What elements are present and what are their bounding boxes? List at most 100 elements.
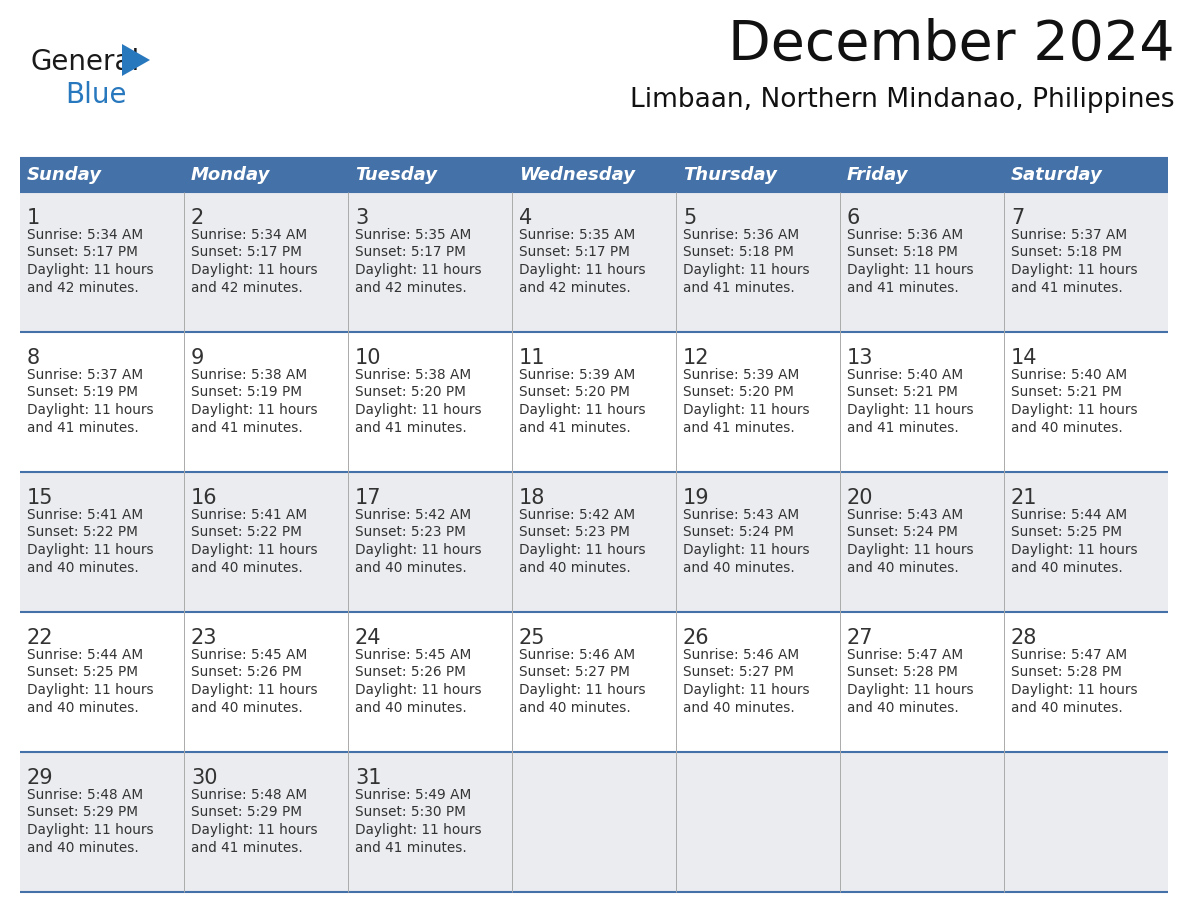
Text: Daylight: 11 hours: Daylight: 11 hours [519, 683, 645, 697]
Text: Sunrise: 5:43 AM: Sunrise: 5:43 AM [683, 508, 800, 522]
Text: 24: 24 [355, 628, 381, 648]
Bar [840, 612, 1004, 752]
Text: Sunrise: 5:40 AM: Sunrise: 5:40 AM [847, 368, 963, 382]
Bar [676, 192, 840, 332]
Polygon shape [122, 44, 150, 76]
Text: Daylight: 11 hours: Daylight: 11 hours [27, 543, 153, 557]
Text: Limbaan, Northern Mindanao, Philippines: Limbaan, Northern Mindanao, Philippines [631, 87, 1175, 113]
Text: 27: 27 [847, 628, 873, 648]
Text: 10: 10 [355, 348, 381, 368]
Text: Blue: Blue [65, 81, 126, 109]
Text: Daylight: 11 hours: Daylight: 11 hours [1011, 403, 1138, 417]
Text: and 40 minutes.: and 40 minutes. [191, 700, 303, 714]
Bar [840, 332, 1004, 472]
Text: 1: 1 [27, 208, 40, 228]
Text: and 40 minutes.: and 40 minutes. [683, 700, 795, 714]
Bar [20, 472, 184, 612]
Text: Sunrise: 5:38 AM: Sunrise: 5:38 AM [191, 368, 308, 382]
Text: Sunset: 5:17 PM: Sunset: 5:17 PM [191, 245, 302, 260]
Text: 29: 29 [27, 768, 53, 788]
Bar [676, 752, 840, 892]
Bar [512, 332, 676, 472]
Text: Sunset: 5:29 PM: Sunset: 5:29 PM [27, 805, 138, 820]
Text: Sunset: 5:27 PM: Sunset: 5:27 PM [519, 666, 630, 679]
Text: Sunset: 5:25 PM: Sunset: 5:25 PM [1011, 525, 1121, 540]
Text: 14: 14 [1011, 348, 1037, 368]
Text: Daylight: 11 hours: Daylight: 11 hours [355, 683, 481, 697]
Text: Sunset: 5:23 PM: Sunset: 5:23 PM [519, 525, 630, 540]
Text: Sunset: 5:28 PM: Sunset: 5:28 PM [1011, 666, 1121, 679]
Text: and 40 minutes.: and 40 minutes. [355, 561, 467, 575]
Text: Daylight: 11 hours: Daylight: 11 hours [355, 823, 481, 837]
Text: Sunset: 5:21 PM: Sunset: 5:21 PM [847, 386, 958, 399]
Text: Daylight: 11 hours: Daylight: 11 hours [27, 683, 153, 697]
Text: Daylight: 11 hours: Daylight: 11 hours [191, 823, 317, 837]
Text: Daylight: 11 hours: Daylight: 11 hours [27, 263, 153, 277]
Text: 12: 12 [683, 348, 709, 368]
Text: 5: 5 [683, 208, 696, 228]
Text: 22: 22 [27, 628, 53, 648]
Text: Sunset: 5:18 PM: Sunset: 5:18 PM [683, 245, 794, 260]
Bar [184, 158, 348, 192]
Text: and 41 minutes.: and 41 minutes. [1011, 281, 1123, 295]
Text: Saturday: Saturday [1011, 166, 1102, 184]
Text: Daylight: 11 hours: Daylight: 11 hours [683, 683, 810, 697]
Text: Wednesday: Wednesday [519, 166, 636, 184]
Bar [348, 158, 512, 192]
Text: Sunset: 5:19 PM: Sunset: 5:19 PM [191, 386, 302, 399]
Text: Sunset: 5:27 PM: Sunset: 5:27 PM [683, 666, 794, 679]
Text: Sunrise: 5:39 AM: Sunrise: 5:39 AM [683, 368, 800, 382]
Text: 6: 6 [847, 208, 860, 228]
Text: Sunrise: 5:37 AM: Sunrise: 5:37 AM [1011, 228, 1127, 242]
Text: Sunrise: 5:48 AM: Sunrise: 5:48 AM [27, 788, 143, 802]
Bar [184, 472, 348, 612]
Text: 31: 31 [355, 768, 381, 788]
Text: Sunrise: 5:39 AM: Sunrise: 5:39 AM [519, 368, 636, 382]
Text: Sunset: 5:20 PM: Sunset: 5:20 PM [355, 386, 466, 399]
Bar [20, 192, 184, 332]
Text: and 41 minutes.: and 41 minutes. [519, 420, 631, 434]
Bar [840, 752, 1004, 892]
Text: and 40 minutes.: and 40 minutes. [1011, 700, 1123, 714]
Text: Daylight: 11 hours: Daylight: 11 hours [683, 543, 810, 557]
Text: 7: 7 [1011, 208, 1024, 228]
Text: 18: 18 [519, 488, 545, 508]
Text: and 41 minutes.: and 41 minutes. [355, 841, 467, 855]
Text: and 41 minutes.: and 41 minutes. [847, 420, 959, 434]
Bar [512, 192, 676, 332]
Text: Daylight: 11 hours: Daylight: 11 hours [683, 263, 810, 277]
Text: and 40 minutes.: and 40 minutes. [519, 561, 631, 575]
Text: and 41 minutes.: and 41 minutes. [27, 420, 139, 434]
Text: 11: 11 [519, 348, 545, 368]
Text: Sunrise: 5:49 AM: Sunrise: 5:49 AM [355, 788, 472, 802]
Bar [840, 158, 1004, 192]
Text: and 40 minutes.: and 40 minutes. [847, 561, 959, 575]
Bar [348, 192, 512, 332]
Bar [184, 612, 348, 752]
Text: Sunset: 5:19 PM: Sunset: 5:19 PM [27, 386, 138, 399]
Text: and 41 minutes.: and 41 minutes. [191, 841, 303, 855]
Text: and 41 minutes.: and 41 minutes. [355, 420, 467, 434]
Text: and 41 minutes.: and 41 minutes. [683, 420, 795, 434]
Text: Sunrise: 5:35 AM: Sunrise: 5:35 AM [519, 228, 636, 242]
Text: Sunrise: 5:45 AM: Sunrise: 5:45 AM [191, 648, 308, 662]
Text: Monday: Monday [191, 166, 271, 184]
Bar [348, 472, 512, 612]
Text: Daylight: 11 hours: Daylight: 11 hours [355, 403, 481, 417]
Text: and 40 minutes.: and 40 minutes. [1011, 420, 1123, 434]
Text: 8: 8 [27, 348, 40, 368]
Bar [1004, 158, 1168, 192]
Text: Sunrise: 5:41 AM: Sunrise: 5:41 AM [27, 508, 143, 522]
Text: and 40 minutes.: and 40 minutes. [683, 561, 795, 575]
Text: Daylight: 11 hours: Daylight: 11 hours [191, 263, 317, 277]
Text: 26: 26 [683, 628, 709, 648]
Text: Sunset: 5:20 PM: Sunset: 5:20 PM [683, 386, 794, 399]
Text: Sunrise: 5:34 AM: Sunrise: 5:34 AM [27, 228, 143, 242]
Text: Daylight: 11 hours: Daylight: 11 hours [519, 543, 645, 557]
Text: Sunrise: 5:36 AM: Sunrise: 5:36 AM [683, 228, 800, 242]
Text: and 40 minutes.: and 40 minutes. [355, 700, 467, 714]
Text: Daylight: 11 hours: Daylight: 11 hours [191, 683, 317, 697]
Text: Sunset: 5:26 PM: Sunset: 5:26 PM [355, 666, 466, 679]
Text: Sunrise: 5:37 AM: Sunrise: 5:37 AM [27, 368, 143, 382]
Bar [1004, 332, 1168, 472]
